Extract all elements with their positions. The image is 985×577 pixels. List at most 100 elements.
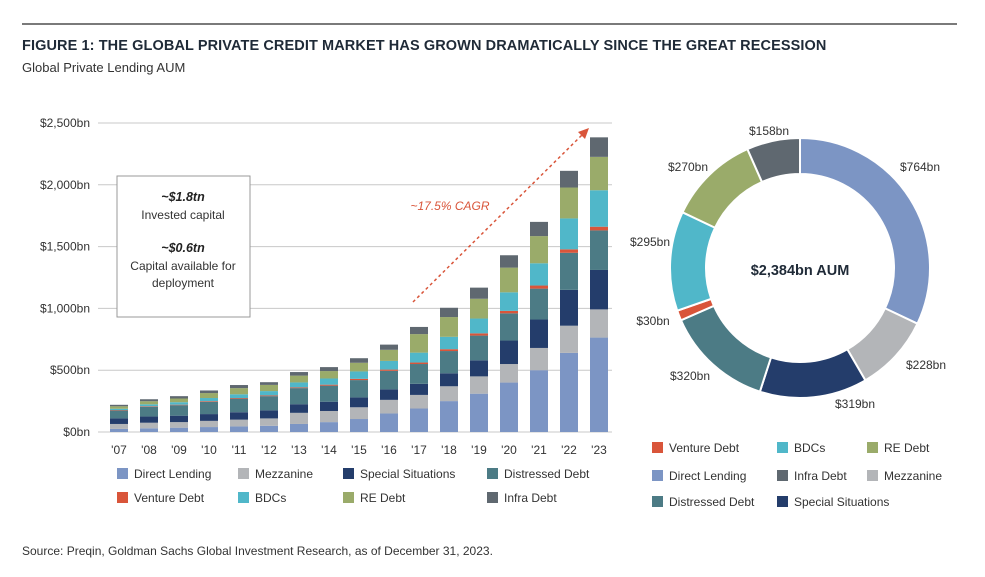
bar-segment-direct-lending — [200, 427, 218, 432]
x-tick-label: '16 — [381, 443, 397, 457]
bar-segment-bdcs — [530, 263, 548, 286]
donut-center-label: $2,384bn AUM — [751, 263, 850, 279]
bar-segment-special-situations — [410, 383, 428, 395]
bar-segment-venture-debt — [410, 362, 428, 365]
donut-legend-label-special-situations: Special Situations — [794, 495, 889, 509]
bar-segment-re-debt — [200, 393, 218, 399]
donut-label-infra-debt: $158bn — [749, 124, 789, 138]
bar-segment-bdcs — [200, 398, 218, 402]
bar-segment-special-situations — [200, 414, 218, 421]
x-tick-label: '21 — [531, 443, 547, 457]
top-rule — [22, 23, 957, 25]
bar-segment-infra-debt — [320, 367, 338, 372]
donut-label-bdcs: $295bn — [630, 235, 670, 249]
bar-segment-special-situations — [470, 360, 488, 377]
bar-segment-direct-lending — [290, 423, 308, 432]
dry-powder-label: deployment — [152, 276, 215, 290]
bar-segment-re-debt — [470, 298, 488, 319]
x-tick-label: '10 — [201, 443, 217, 457]
donut-label-direct-lending: $764bn — [900, 160, 940, 174]
donut-legend-swatch-mezzanine — [867, 470, 878, 481]
x-tick-label: '20 — [501, 443, 517, 457]
bar-segment-venture-debt — [560, 249, 578, 253]
donut-legend-swatch-venture-debt — [652, 442, 663, 453]
donut-legend-label-infra-debt: Infra Debt — [794, 469, 847, 483]
source-note: Source: Preqin, Goldman Sachs Global Inv… — [22, 544, 493, 558]
bar-segment-infra-debt — [530, 221, 548, 237]
donut-legend-label-mezzanine: Mezzanine — [884, 469, 942, 483]
legend-label-distressed-debt: Distressed Debt — [504, 467, 590, 481]
bar-segment-mezzanine — [410, 394, 428, 409]
bar-segment-re-debt — [380, 349, 398, 361]
y-tick-label: $500bn — [50, 363, 90, 377]
bar-segment-distressed-debt — [320, 385, 338, 402]
bar-segment-direct-lending — [500, 382, 518, 432]
x-tick-label: '07 — [111, 443, 127, 457]
bar-segment-distressed-debt — [260, 396, 278, 411]
legend-label-infra-debt: Infra Debt — [504, 491, 557, 505]
x-tick-label: '09 — [171, 443, 187, 457]
legend-label-direct-lending: Direct Lending — [134, 467, 211, 481]
legend-label-special-situations: Special Situations — [360, 467, 455, 481]
bar-segment-distressed-debt — [170, 405, 188, 416]
legend-swatch-mezzanine — [238, 468, 249, 479]
legend-label-bdcs: BDCs — [255, 491, 286, 505]
bar-segment-special-situations — [350, 397, 368, 408]
bar-segment-venture-debt — [350, 378, 368, 381]
bar-segment-mezzanine — [200, 420, 218, 428]
donut-legend-swatch-distressed-debt — [652, 496, 663, 507]
bar-segment-special-situations — [110, 418, 128, 424]
bar-segment-venture-debt — [500, 310, 518, 314]
bar-segment-direct-lending — [530, 370, 548, 432]
legend-swatch-infra-debt — [487, 492, 498, 503]
x-tick-label: '19 — [471, 443, 487, 457]
bar-segment-direct-lending — [170, 427, 188, 432]
x-tick-label: '23 — [591, 443, 607, 457]
bar-segment-mezzanine — [590, 309, 608, 338]
bar-segment-bdcs — [380, 360, 398, 370]
bar-segment-infra-debt — [260, 382, 278, 385]
bar-segment-bdcs — [440, 336, 458, 350]
donut-slice-infra-debt — [746, 136, 801, 184]
invested-capital-label: Invested capital — [141, 208, 224, 222]
legend-swatch-bdcs — [238, 492, 249, 503]
bar-segment-bdcs — [290, 382, 308, 388]
x-tick-label: '15 — [351, 443, 367, 457]
bar-segment-distressed-debt — [410, 364, 428, 384]
bar-segment-bdcs — [500, 292, 518, 311]
y-tick-label: $1,500bn — [40, 240, 90, 254]
donut-legend-label-venture-debt: Venture Debt — [669, 441, 740, 455]
donut-slice-special-situations — [758, 347, 867, 399]
donut-label-distressed-debt: $320bn — [670, 369, 710, 383]
bar-segment-re-debt — [260, 384, 278, 392]
bar-segment-infra-debt — [500, 255, 518, 268]
donut-legend-label-bdcs: BDCs — [794, 441, 825, 455]
bar-segment-venture-debt — [230, 398, 248, 399]
dry-powder-value: ~$0.6tn — [161, 241, 205, 255]
bar-segment-mezzanine — [230, 419, 248, 427]
legend-label-re-debt: RE Debt — [360, 491, 406, 505]
donut-slice-bdcs — [669, 210, 717, 312]
bar-segment-bdcs — [170, 402, 188, 405]
bar-segment-re-debt — [320, 371, 338, 379]
donut-legend-swatch-infra-debt — [777, 470, 788, 481]
bar-segment-special-situations — [140, 416, 158, 423]
cagr-arrow-line — [412, 133, 584, 303]
bar-segment-re-debt — [170, 398, 188, 403]
y-tick-label: $2,000bn — [40, 178, 90, 192]
y-tick-label: $1,000bn — [40, 301, 90, 315]
bar-segment-special-situations — [560, 289, 578, 326]
bar-segment-direct-lending — [560, 352, 578, 432]
bar-segment-bdcs — [470, 318, 488, 334]
bar-segment-mezzanine — [140, 422, 158, 429]
bar-segment-re-debt — [290, 375, 308, 383]
legend-swatch-distressed-debt — [487, 468, 498, 479]
bar-segment-distressed-debt — [350, 380, 368, 398]
bar-segment-direct-lending — [590, 337, 608, 432]
figure-title: FIGURE 1: THE GLOBAL PRIVATE CREDIT MARK… — [22, 38, 827, 54]
bar-segment-distressed-debt — [500, 313, 518, 341]
figure-subtitle: Global Private Lending AUM — [22, 60, 186, 75]
bar-segment-direct-lending — [260, 425, 278, 432]
donut-legend-swatch-bdcs — [777, 442, 788, 453]
bar-segment-bdcs — [590, 190, 608, 227]
